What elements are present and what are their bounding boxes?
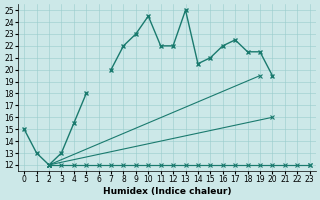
X-axis label: Humidex (Indice chaleur): Humidex (Indice chaleur) (103, 187, 231, 196)
